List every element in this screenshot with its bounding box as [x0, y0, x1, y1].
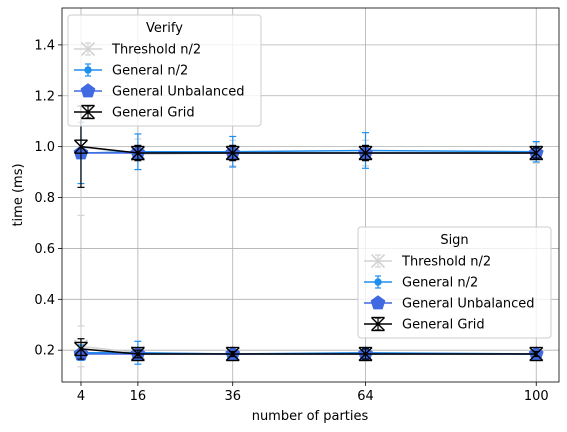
y-tick-label: 0.4 — [34, 293, 55, 308]
x-tick-label: 4 — [77, 389, 85, 404]
x-axis-label: number of parties — [252, 409, 369, 424]
legend-title: Sign — [440, 233, 468, 248]
legend-label: General Grid — [112, 106, 195, 121]
y-tick-label: 1.0 — [34, 140, 55, 155]
legend-entry: Threshold n/2 — [74, 41, 201, 58]
legend-entry: Threshold n/2 — [364, 253, 491, 270]
data-point — [529, 346, 544, 362]
legend-sign: Sign Threshold n/2 General n/2 General Unba… — [357, 226, 552, 339]
data-point — [358, 346, 373, 362]
legends: Verify Threshold n/2 General n/2 General Un… — [67, 14, 552, 339]
legend-label: General Unbalanced — [112, 85, 245, 100]
data-point — [225, 346, 240, 362]
legend-label: General n/2 — [112, 64, 188, 79]
data-point — [73, 341, 88, 357]
data-point — [529, 145, 544, 161]
legend-box — [357, 226, 552, 339]
x-tick-label: 16 — [130, 389, 147, 404]
legend-marker — [84, 66, 92, 74]
y-tick-label: 0.8 — [34, 191, 55, 206]
legend-label: Threshold n/2 — [401, 255, 491, 270]
series-sign-general-grid — [73, 338, 544, 362]
y-tick-label: 1.2 — [34, 89, 55, 104]
legend-marker — [80, 83, 96, 98]
legend-marker — [80, 41, 96, 57]
legend-marker — [370, 295, 386, 310]
legend-entry: General Unbalanced — [364, 295, 535, 312]
legend-marker — [81, 104, 95, 120]
legend-entry: General n/2 — [364, 275, 478, 291]
data-point — [225, 145, 240, 161]
y-tick-label: 0.6 — [34, 242, 55, 257]
legend-box — [67, 14, 262, 127]
legend-label: General Unbalanced — [402, 297, 535, 312]
legend-title: Verify — [146, 21, 183, 36]
plot-area-frame — [61, 7, 560, 383]
data-point — [358, 145, 373, 161]
legend-label: Threshold n/2 — [111, 43, 201, 58]
plot-series — [73, 77, 544, 368]
x-tick-label: 36 — [224, 389, 241, 404]
legend-verify: Verify Threshold n/2 General n/2 General Un… — [67, 14, 262, 127]
legend-entry: General Grid — [74, 104, 195, 121]
legend-marker — [370, 253, 386, 269]
x-tick-label: 100 — [524, 389, 549, 404]
data-point — [73, 139, 88, 154]
legend-label: General Grid — [402, 318, 485, 333]
y-tick-label: 0.2 — [34, 344, 55, 359]
legend-label: General n/2 — [402, 276, 478, 291]
legend-marker — [374, 278, 382, 286]
data-point — [130, 145, 145, 161]
legend-entry: General Grid — [364, 316, 485, 333]
series-sign-general-n-2 — [77, 340, 540, 365]
y-axis-label: time (ms) — [11, 163, 26, 226]
legend-marker — [371, 316, 385, 332]
x-tick-label: 64 — [357, 389, 374, 404]
y-axis-ticks: 0.2 0.4 0.6 0.8 1.0 1.2 1.4 — [34, 38, 62, 359]
x-axis-ticks: 4 16 36 64 100 — [77, 382, 549, 404]
y-tick-label: 1.4 — [34, 38, 55, 53]
data-point — [130, 346, 145, 362]
legend-entry: General n/2 — [74, 63, 188, 79]
legend-entry: General Unbalanced — [74, 83, 245, 100]
